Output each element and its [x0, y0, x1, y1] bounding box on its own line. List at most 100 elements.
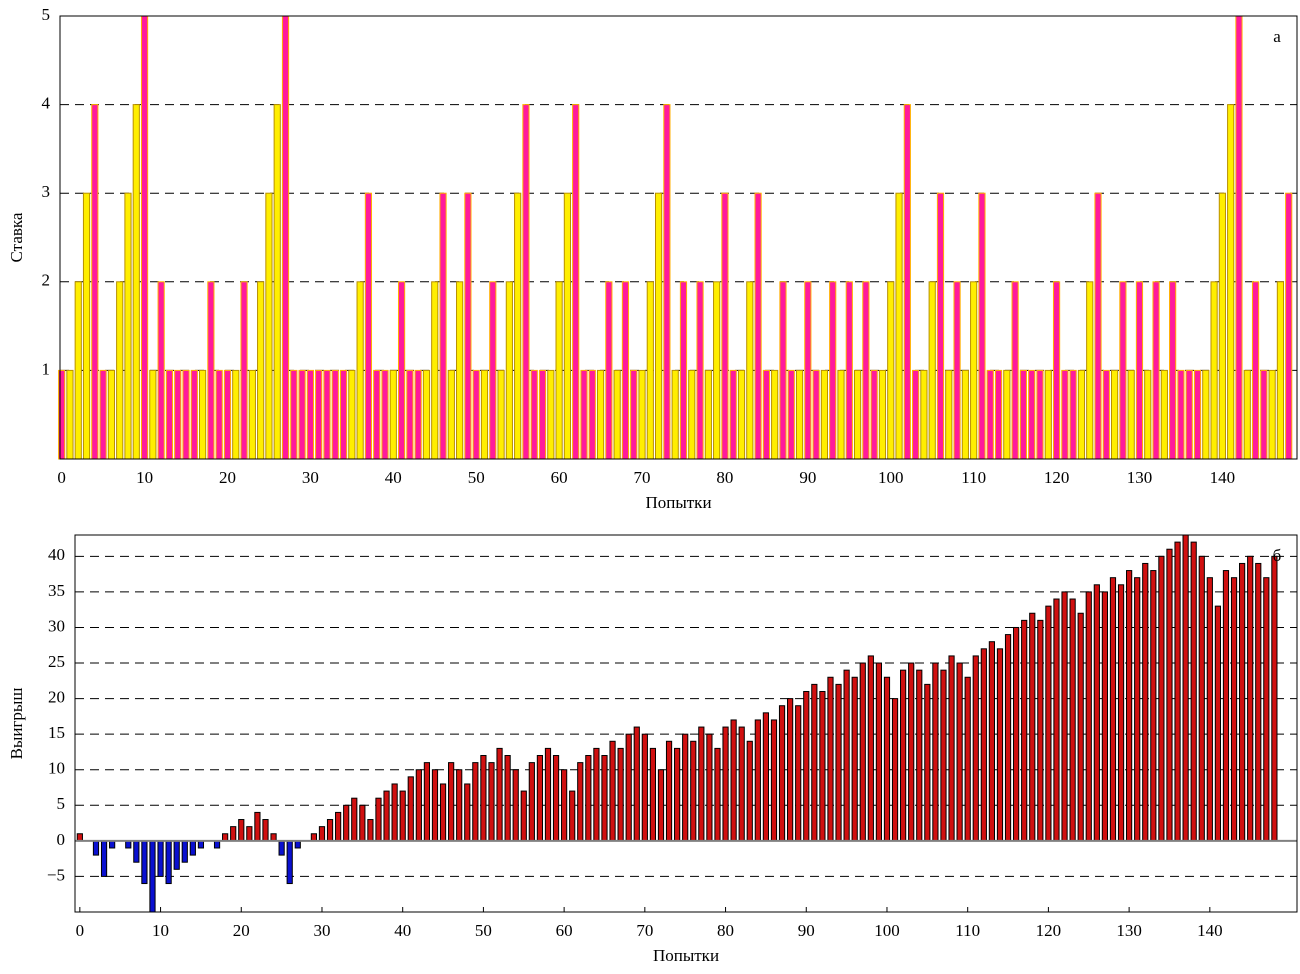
bar	[141, 840, 148, 885]
y-tick-label: 5	[57, 794, 66, 813]
bar	[415, 769, 422, 842]
bar	[100, 840, 108, 877]
bar	[290, 369, 298, 460]
bar	[488, 762, 495, 842]
bar	[1210, 281, 1218, 460]
bar	[174, 369, 182, 460]
bar	[383, 790, 390, 842]
x-tick-label: 90	[798, 921, 815, 940]
bar	[688, 369, 696, 460]
bar	[456, 769, 463, 842]
bar	[439, 783, 447, 842]
bar	[58, 369, 66, 460]
bar	[310, 833, 318, 842]
bar	[456, 281, 464, 460]
bar	[140, 15, 149, 460]
bar	[254, 811, 261, 842]
bar	[867, 655, 874, 842]
bar	[439, 192, 447, 460]
x-tick-label: 30	[302, 468, 319, 487]
y-tick-label: −5	[47, 865, 65, 884]
bar	[569, 790, 576, 842]
bar	[638, 369, 646, 460]
bar	[149, 840, 156, 913]
bar	[706, 733, 713, 842]
bar	[281, 15, 290, 460]
bar	[870, 369, 878, 460]
bar	[552, 755, 560, 842]
bar	[630, 369, 638, 460]
bar	[1093, 584, 1100, 842]
bar	[286, 840, 293, 885]
bar	[617, 747, 624, 842]
bar	[1053, 598, 1060, 842]
bar	[1094, 192, 1102, 460]
bar	[1003, 369, 1011, 460]
bar	[1144, 369, 1152, 460]
bar	[447, 369, 455, 460]
bar	[74, 281, 82, 460]
bar	[199, 369, 207, 460]
bar	[528, 762, 535, 842]
bar	[318, 826, 326, 842]
bar	[827, 676, 834, 842]
y-tick-label: 30	[48, 616, 65, 635]
x-tick-label: 40	[385, 468, 402, 487]
bar	[375, 797, 382, 842]
bar	[1260, 369, 1268, 460]
x-tick-label: 20	[219, 468, 236, 487]
bar	[132, 104, 140, 460]
bar	[530, 369, 538, 460]
bar	[961, 369, 969, 460]
x-tick-label: 130	[1116, 921, 1142, 940]
bar	[464, 192, 472, 460]
bar	[746, 281, 754, 460]
bar	[399, 790, 406, 842]
bar	[496, 747, 503, 842]
bar	[1158, 555, 1165, 842]
bar	[480, 369, 489, 460]
y-tick-label: 10	[48, 759, 65, 778]
bar	[520, 790, 527, 842]
bar	[116, 281, 124, 460]
bar	[690, 740, 697, 842]
x-tick-label: 80	[717, 921, 734, 940]
bar	[149, 369, 157, 460]
bar	[240, 281, 248, 460]
bar	[972, 655, 979, 842]
bar	[165, 840, 172, 885]
bar	[257, 281, 265, 460]
bar	[1077, 369, 1086, 460]
bar	[181, 840, 188, 863]
bar	[223, 369, 232, 460]
bar	[1021, 619, 1028, 842]
x-tick-label: 70	[636, 921, 653, 940]
bar	[1193, 369, 1202, 460]
y-tick-label: 5	[42, 5, 51, 24]
bar	[1177, 369, 1185, 460]
bar	[1268, 369, 1276, 460]
bar	[787, 698, 794, 842]
bar	[189, 840, 196, 856]
bar	[953, 281, 961, 460]
bar	[497, 369, 505, 460]
bar	[422, 369, 431, 460]
bar	[1036, 369, 1044, 460]
bar	[795, 705, 802, 842]
bar	[165, 369, 174, 460]
x-tick-label: 120	[1036, 921, 1062, 940]
bar	[621, 281, 630, 460]
bar	[1028, 369, 1036, 460]
plot-frame	[59, 15, 1298, 460]
bar	[811, 683, 818, 842]
bar	[391, 783, 398, 842]
bar	[762, 712, 770, 842]
bar	[674, 747, 681, 842]
bar	[1174, 541, 1181, 842]
bar	[1227, 104, 1235, 460]
bar	[348, 369, 356, 460]
x-tick-label: 30	[313, 921, 330, 940]
bar	[845, 281, 853, 460]
bar	[1086, 281, 1094, 460]
